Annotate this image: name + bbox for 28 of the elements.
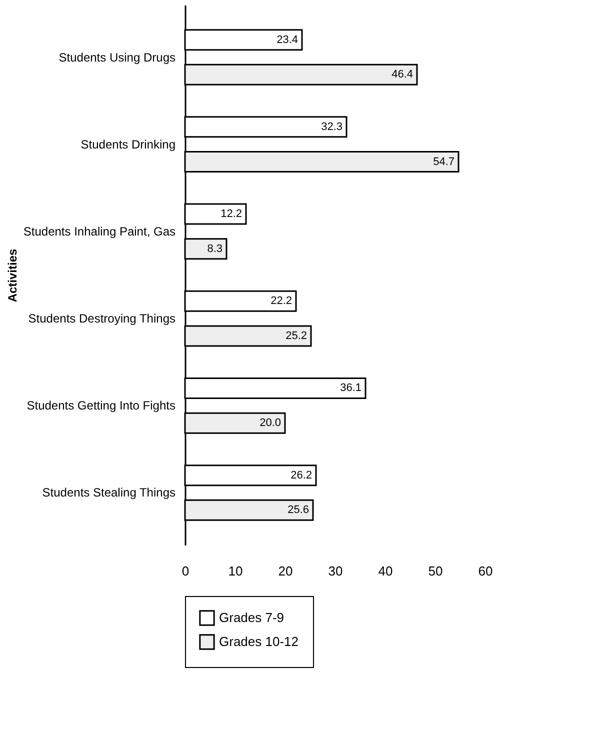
y-tick-label: Students Inhaling Paint, Gas [23,224,176,238]
data-label: 46.4 [392,68,413,81]
y-tick-label: Students Drinking [80,137,176,152]
legend-label: Grades 7-9 [219,610,284,625]
y-axis-title: Activities [5,248,20,302]
y-tick-label: Students Stealing Things [42,486,176,500]
legend-label: Grades 10-12 [219,634,298,649]
data-label: 54.7 [433,156,454,168]
x-tick-label: 20 [278,564,293,578]
y-tick-label: Students Using Drugs [58,50,176,64]
data-label: 25.2 [286,330,307,342]
x-tick-label: 60 [478,564,493,578]
data-label: 25.6 [288,504,309,516]
data-label: 12.2 [220,208,242,220]
y-tick-label: Students Getting Into Fights [26,398,176,413]
data-label: 22.2 [270,295,292,308]
x-tick-label: 10 [228,564,243,578]
data-label: 20.0 [260,417,281,430]
x-tick-label: 0 [182,564,190,578]
data-label: 26.2 [290,469,312,482]
data-label: 23.4 [276,34,298,46]
x-tick-label: 30 [328,564,343,578]
data-label: 36.1 [340,382,362,394]
y-tick-label: Students Destroying Things [28,312,176,326]
x-tick-label: 40 [378,564,393,578]
data-label: 32.3 [321,120,342,133]
x-tick-label: 50 [428,564,443,578]
data-label: 8.3 [207,242,222,255]
